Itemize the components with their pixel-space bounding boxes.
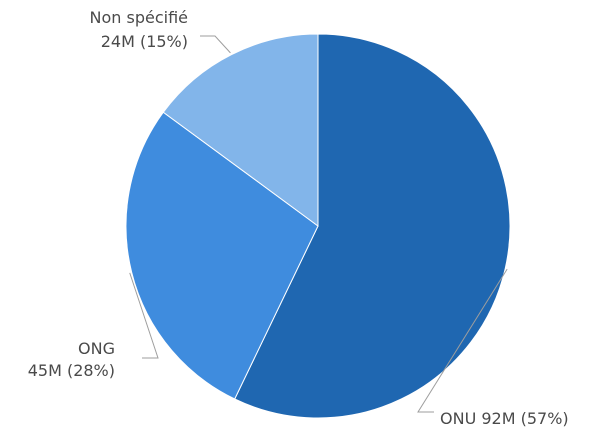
callout-line xyxy=(417,268,508,413)
slice-label: ONU 92M (57%) xyxy=(440,409,569,428)
slice-category-label: ONG xyxy=(78,339,115,358)
callout-line xyxy=(200,35,231,54)
slice-category-label: Non spécifié xyxy=(90,8,188,27)
pie-slice-non-sp-cifi- xyxy=(162,33,319,227)
pie-slice-onu xyxy=(234,33,511,419)
pie-callouts: ONU 92M (57%) ONG 45M (28%) Non spécifié 24M… xyxy=(28,8,569,428)
slice-value-label: 24M (15%) xyxy=(101,32,188,51)
pie-slices xyxy=(125,33,511,419)
slice-value-label: 45M (28%) xyxy=(28,361,115,380)
pie-slice-ong xyxy=(125,111,319,400)
callout-line xyxy=(129,272,159,359)
